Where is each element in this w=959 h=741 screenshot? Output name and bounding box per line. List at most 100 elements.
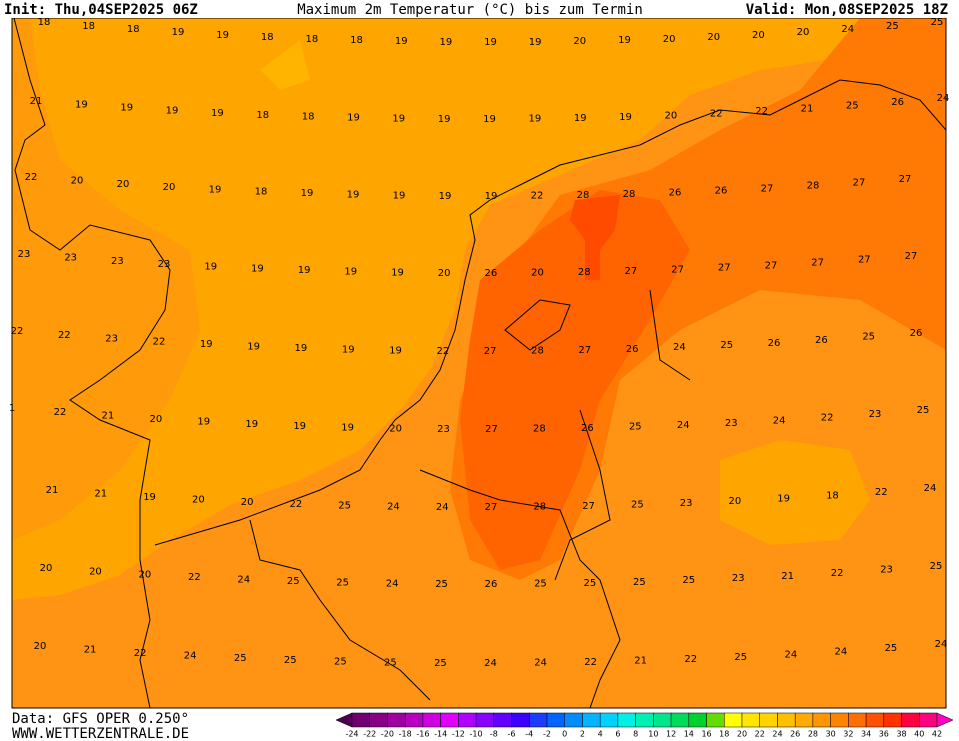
temperature-label: 20 [34, 641, 47, 652]
temperature-label: 24 [773, 415, 786, 426]
temperature-label: 18 [302, 111, 315, 122]
colorbar-label: -8 [490, 730, 498, 739]
temperature-label: 19 [342, 344, 355, 355]
colorbar-box [812, 712, 831, 728]
coastline-lake [504, 299, 571, 351]
temperature-label: 19 [211, 108, 224, 119]
colorbar-label: 40 [914, 730, 924, 739]
temperature-label: 24 [935, 639, 948, 650]
field-hottest [570, 195, 620, 280]
temperature-label: 25 [336, 577, 349, 588]
colorbar-box [741, 712, 760, 728]
colorbar-box [493, 712, 512, 728]
temperature-label: 23 [437, 424, 450, 435]
valid-text: Valid: Mon,08SEP2025 18Z [746, 2, 948, 18]
temperature-label: 25 [734, 652, 747, 663]
temperature-label: 19 [293, 421, 306, 432]
field-uk [12, 18, 200, 540]
header-bar [0, 0, 959, 18]
temperature-label: 19 [391, 267, 404, 278]
colorbar-box [919, 712, 938, 728]
temperature-label: 24 [673, 342, 686, 353]
temperature-label: 19 [483, 114, 496, 125]
temperature-label: 19 [209, 184, 222, 195]
temperature-label: 19 [298, 265, 311, 276]
temperature-label: 28 [623, 189, 636, 200]
temperature-label: 27 [905, 251, 918, 262]
temperature-label: 21 [801, 103, 814, 114]
temperature-label: 19 [247, 341, 260, 352]
temperature-label: 22 [531, 191, 544, 202]
colorbar-label: -6 [508, 730, 516, 739]
temperature-label: 25 [435, 579, 448, 590]
temperature-label: 19 [172, 27, 185, 38]
temperature-label: 24 [924, 483, 937, 494]
colorbar-box [706, 712, 725, 728]
temperature-label: 24 [484, 658, 497, 669]
temperature-label: 20 [531, 268, 544, 279]
temperature-label: 24 [835, 646, 848, 657]
temperature-label: 28 [533, 424, 546, 435]
temperature-label: 18 [256, 110, 269, 121]
temperature-label: 19 [143, 492, 156, 503]
temperature-label: 22 [875, 487, 888, 498]
temperature-label: 18 [306, 34, 319, 45]
temperature-label: 26 [626, 344, 639, 355]
colorbar-box [440, 712, 459, 728]
temperature-label: 18 [38, 17, 51, 28]
temperature-label: 19 [439, 37, 452, 48]
temperature-label: 24 [841, 24, 854, 35]
colorbar-label: -4 [525, 730, 533, 739]
temperature-label: 26 [768, 338, 781, 349]
colorbar-box [529, 712, 548, 728]
temperature-label: 23 [725, 418, 738, 429]
temperature-label: 19 [75, 100, 88, 111]
temperature-label: 21 [84, 645, 97, 656]
colorbar-box [546, 712, 565, 728]
colorbar-box [511, 712, 530, 728]
temperature-label: 20 [663, 34, 676, 45]
temperature-label: 22 [58, 330, 71, 341]
temperature-label: 19 [392, 114, 405, 125]
temperature-label: 20 [149, 414, 162, 425]
temperature-label: 22 [584, 657, 597, 668]
temperature-label: 19 [395, 36, 408, 47]
temperature-label: 25 [287, 576, 300, 587]
temperature-label: 20 [40, 563, 53, 574]
temperature-label: 22 [11, 326, 24, 337]
colorbar-box [617, 712, 636, 728]
temperature-label: 25 [886, 21, 899, 32]
temperature-label: 27 [484, 346, 497, 357]
value-labels: 18 18 18 19 19 18 18 18 19 19 19 19 20 19 20 20 20 20 24 25… [9, 17, 950, 669]
temperature-label: 27 [582, 501, 595, 512]
colorbar-label: -18 [399, 730, 412, 739]
temperature-label: 20 [438, 268, 451, 279]
temperature-label: 19 [619, 112, 632, 123]
temperature-label: 22 [153, 336, 166, 347]
field-hot [460, 190, 690, 570]
temperature-label: 20 [707, 32, 720, 43]
temperature-label: 19 [216, 30, 229, 41]
temperature-label: 19 [197, 417, 210, 428]
temperature-label: 21 [634, 656, 647, 667]
temperature-label: 20 [241, 497, 254, 508]
temperature-label: 22 [710, 108, 723, 119]
temperature-label: 27 [578, 345, 591, 356]
temperature-label: 18 [261, 32, 274, 43]
temperature-label: 19 [341, 422, 354, 433]
temperature-label: 19 [295, 343, 308, 354]
temperature-label: 25 [862, 332, 875, 343]
temperature-label: 25 [682, 575, 695, 586]
init-text: Init: Thu,04SEP2025 06Z [4, 2, 198, 18]
temperature-label: 18 [826, 490, 839, 501]
colorbar-box [475, 712, 495, 728]
colorbar: -24 -22 -20 -18 -16 -14 -12 -10 -8 -6 -4 -2 0 2 4 6 8 10 1… [335, 712, 954, 739]
temperature-label: 18 [350, 35, 363, 46]
temperature-label: 19 [200, 339, 213, 350]
temperature-label: 25 [846, 100, 859, 111]
temperature-label: 22 [25, 172, 38, 183]
temperature-label: 25 [338, 500, 351, 511]
temperature-label: 19 [245, 419, 258, 430]
colorbar-label: 30 [826, 730, 836, 739]
